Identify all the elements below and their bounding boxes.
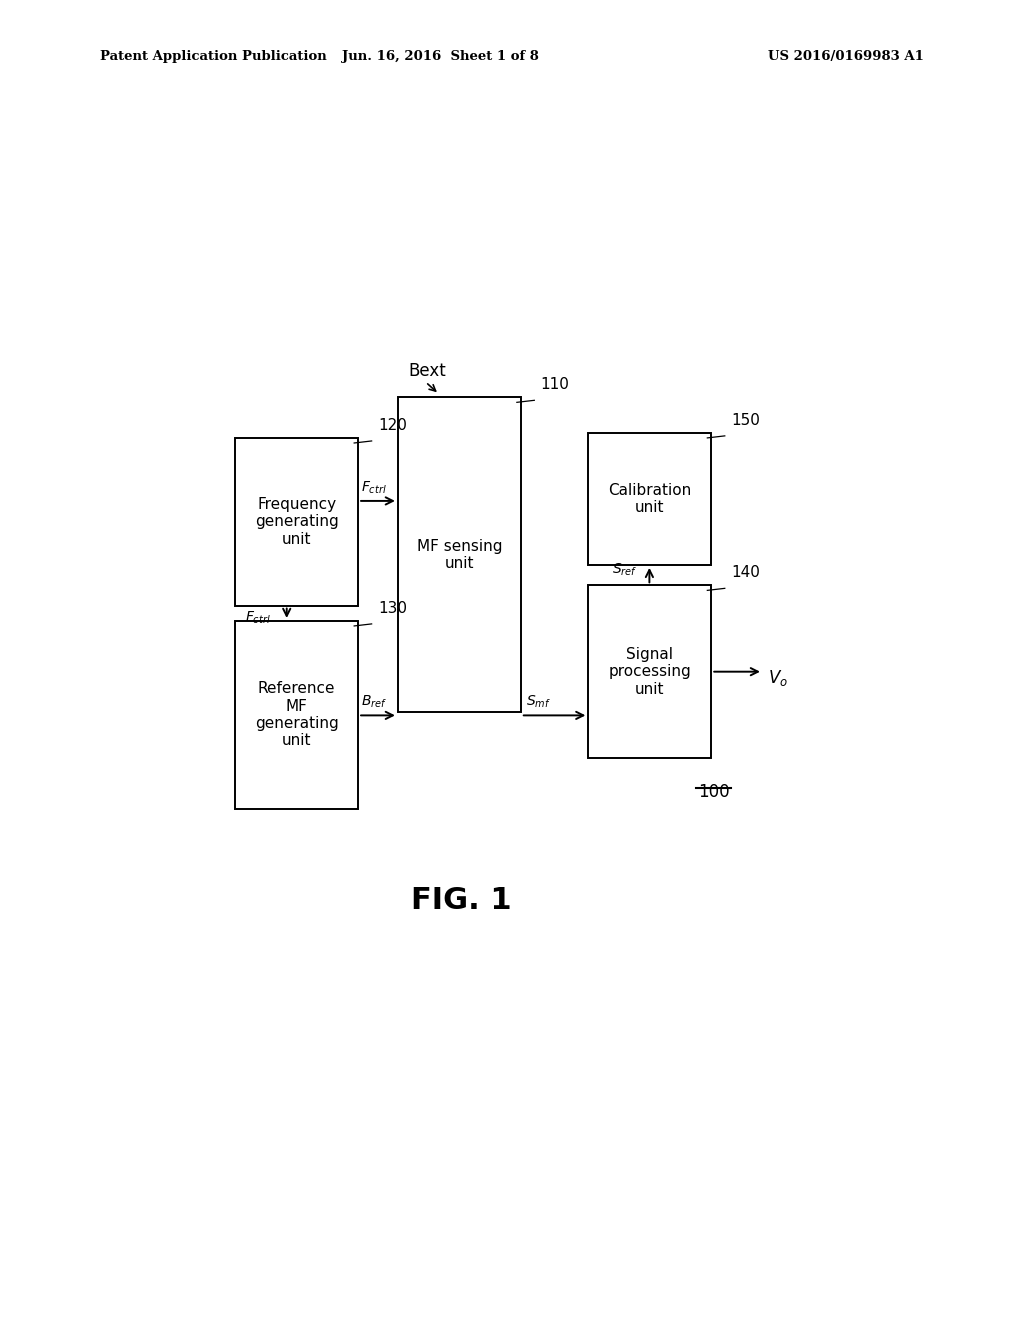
Text: $S_{mf}$: $S_{mf}$ <box>526 694 551 710</box>
Text: Jun. 16, 2016  Sheet 1 of 8: Jun. 16, 2016 Sheet 1 of 8 <box>342 50 539 63</box>
Text: 110: 110 <box>541 378 569 392</box>
Text: 130: 130 <box>378 601 407 616</box>
Text: Signal
processing
unit: Signal processing unit <box>608 647 691 697</box>
Text: 140: 140 <box>731 565 760 581</box>
Text: Bext: Bext <box>409 362 445 380</box>
Text: Calibration
unit: Calibration unit <box>608 483 691 515</box>
Text: US 2016/0169983 A1: US 2016/0169983 A1 <box>768 50 924 63</box>
Text: Reference
MF
generating
unit: Reference MF generating unit <box>255 681 339 748</box>
Text: $F_{ctrl}$: $F_{ctrl}$ <box>360 479 386 496</box>
Text: FIG. 1: FIG. 1 <box>411 886 512 915</box>
Text: 100: 100 <box>697 784 729 801</box>
Text: $F_{ctrl}$: $F_{ctrl}$ <box>245 610 270 626</box>
Bar <box>236 438 358 606</box>
Text: 120: 120 <box>378 418 407 433</box>
Text: $B_{ref}$: $B_{ref}$ <box>361 694 387 710</box>
Bar <box>588 433 712 565</box>
Text: 150: 150 <box>731 413 760 428</box>
Text: MF sensing
unit: MF sensing unit <box>417 539 502 572</box>
Text: $S_{ref}$: $S_{ref}$ <box>612 562 638 578</box>
Bar <box>588 585 712 758</box>
Bar <box>397 397 521 713</box>
Bar <box>236 620 358 809</box>
Text: Frequency
generating
unit: Frequency generating unit <box>255 496 339 546</box>
Text: Patent Application Publication: Patent Application Publication <box>100 50 327 63</box>
Text: $V_o$: $V_o$ <box>768 668 788 688</box>
